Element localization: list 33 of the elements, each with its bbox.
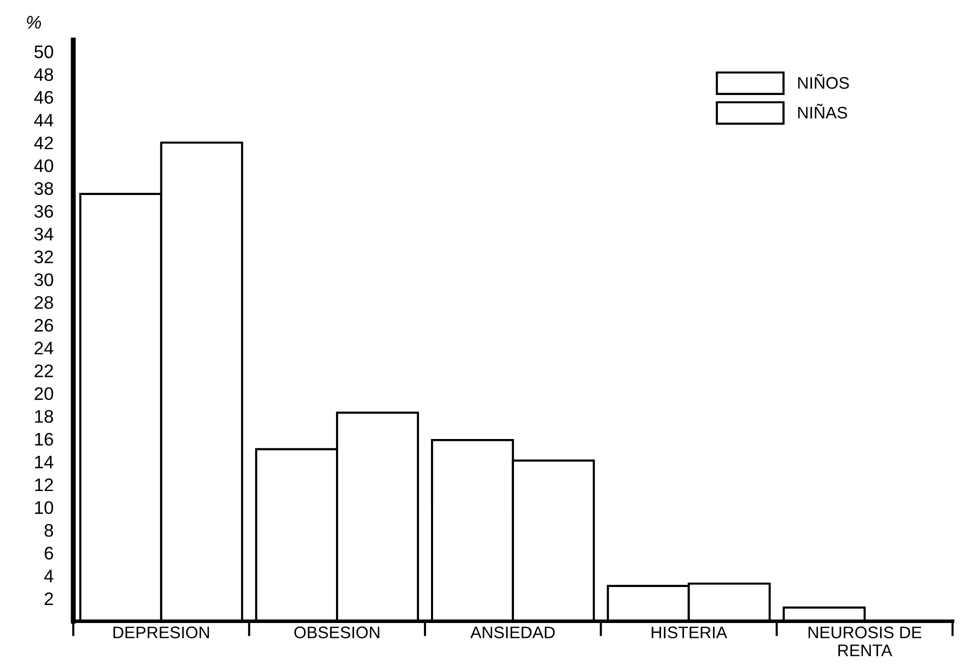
y-tick-label: 34 (34, 228, 54, 241)
y-tick-label: 18 (35, 410, 54, 423)
y-tick-label: 2 (44, 592, 53, 605)
y-axis-title: % (26, 16, 41, 29)
x-tick-label: ANSIEDAD (470, 626, 555, 638)
y-tick-label: 40 (34, 159, 54, 172)
y-tick-label: 4 (44, 570, 54, 582)
y-tick-label: 30 (34, 273, 54, 286)
y-tick-label: 10 (35, 501, 54, 514)
y-tick-label: 6 (44, 546, 54, 560)
y-tick-label: 20 (34, 387, 54, 400)
x-tick-label: OBSESION (294, 626, 380, 638)
y-tick-label: 28 (34, 296, 54, 309)
y-tick-label: 16 (35, 432, 54, 446)
y-tick-label: 8 (44, 524, 54, 537)
y-tick-label: 26 (34, 318, 54, 332)
y-tick-label: 42 (34, 136, 53, 150)
legend-label: NIÑOS (798, 74, 849, 89)
y-tick-label: 14 (35, 456, 54, 468)
y-tick-label: 32 (34, 250, 53, 264)
y-tick-label: 12 (35, 478, 53, 492)
y-tick-label: 50 (34, 45, 54, 58)
x-tick-label: DEPRESION (113, 626, 209, 638)
y-tick-label: 22 (34, 364, 53, 378)
legend-label: NIÑAS (798, 104, 848, 119)
x-tick-label: HISTERIA (652, 626, 728, 638)
y-tick-label: 48 (34, 68, 54, 81)
y-tick-label: 46 (34, 90, 54, 104)
y-tick-label: 36 (34, 204, 54, 218)
x-tick-label: NEUROSIS DE RENTA (808, 626, 922, 656)
y-tick-label: 24 (34, 342, 54, 354)
y-tick-label: 38 (34, 182, 54, 195)
y-tick-label: 44 (34, 114, 54, 126)
